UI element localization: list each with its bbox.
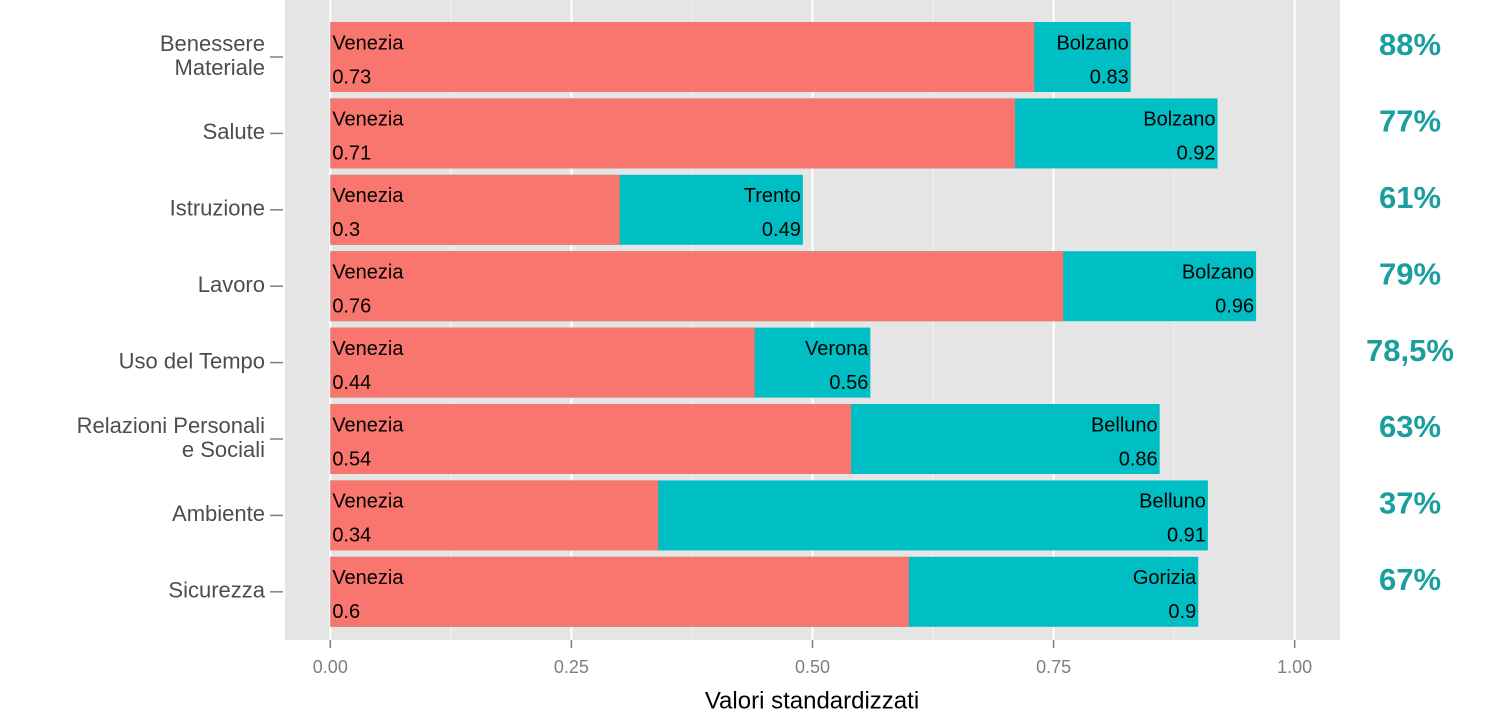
value-label: 0.91 [1167,525,1206,547]
bar [330,22,1035,92]
value-label: 0.34 [332,525,371,547]
annotation: 61% [1379,180,1441,215]
value-label: 0.71 [332,143,371,165]
annotation: 63% [1379,409,1441,444]
annotation: 78,5% [1366,333,1454,368]
annotation: 77% [1379,104,1441,139]
best-label: Bolzano [1143,109,1215,131]
series-label: Venezia [332,338,404,360]
series-label: Venezia [332,567,404,589]
best-label: Bolzano [1056,32,1128,54]
annotation: 37% [1379,486,1441,521]
value-label: 0.44 [332,372,371,394]
value-label: 0.49 [762,219,801,241]
y-tick-label: Istruzione [170,196,265,221]
best-label: Gorizia [1133,567,1197,589]
best-label: Trento [744,185,801,207]
bar [330,251,1064,322]
x-tick-label: 0.50 [795,657,830,677]
value-label: 0.56 [829,372,868,394]
y-tick-label: Sicurezza [168,578,265,603]
bar [330,480,659,551]
value-label: 0.86 [1119,448,1158,470]
value-label: 0.76 [332,295,371,317]
x-tick-label: 0.00 [313,657,348,677]
series-label: Venezia [332,414,404,436]
value-label: 0.92 [1177,143,1216,165]
x-tick-label: 0.75 [1036,657,1071,677]
bar [330,174,620,245]
annotation: 79% [1379,256,1441,291]
y-tick-label: Uso del Tempo [119,348,265,373]
bar [330,98,1016,169]
value-label: 0.96 [1215,295,1254,317]
y-tick-label: Lavoro [198,272,265,297]
x-axis-title: Valori standardizzati [705,687,919,714]
series-label: Venezia [332,491,404,513]
value-label: 0.6 [332,601,360,623]
best-label: Belluno [1139,491,1206,513]
value-label: 0.3 [332,219,360,241]
x-tick-label: 1.00 [1277,657,1312,677]
y-tick-label: Salute [203,119,265,144]
value-label: 0.73 [332,66,371,88]
annotation: 67% [1379,562,1441,597]
series-label: Venezia [332,109,404,131]
value-label: 0.54 [332,448,371,470]
value-label: 0.9 [1168,601,1196,623]
bar [330,327,755,398]
series-label: Venezia [332,32,404,54]
y-tick-label: Benessere Materiale [160,31,265,80]
x-tick-label: 0.25 [554,657,589,677]
series-label: Venezia [332,185,404,207]
series-label: Venezia [332,261,404,283]
best-label: Verona [805,338,869,360]
annotation: 88% [1379,27,1441,62]
y-tick-label: Relazioni Personali e Sociali [77,413,265,462]
best-label: Bolzano [1182,261,1254,283]
best-label: Belluno [1091,414,1158,436]
value-label: 0.83 [1090,66,1129,88]
bar [330,556,909,627]
y-tick-label: Ambiente [172,501,265,526]
bar [330,404,852,474]
